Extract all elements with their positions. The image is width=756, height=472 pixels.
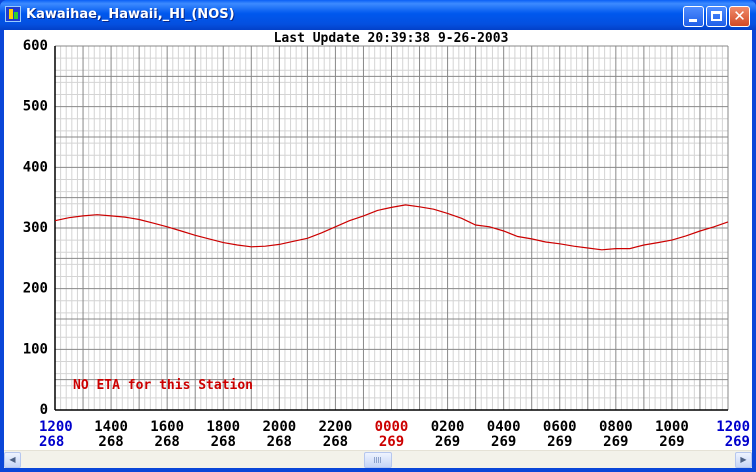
chart-grid [54,45,729,411]
y-tick-label: 200 [23,281,48,297]
x-tick-day-label: 268 [39,434,64,450]
scroll-left-button[interactable]: ◀ [4,452,21,468]
x-tick-time-label: 0200 [431,419,465,435]
window-title: Kawaihae,_Hawaii,_HI_(NOS) [26,7,235,22]
x-tick-time-label: 1800 [206,419,240,435]
chart-area: Last Update 20:39:38 9-26-2003 0 100 200 30… [4,30,752,450]
x-tick-time-label: 1000 [655,419,689,435]
x-tick-day-label: 269 [379,434,404,450]
horizontal-scrollbar[interactable]: ◀ ▶ [4,450,752,468]
y-axis-labels: 0 100 200 300 400 500 600 [23,38,48,418]
x-tick-time-label: 1400 [94,419,128,435]
y-tick-label: 0 [40,402,48,418]
x-tick-day-label: 269 [659,434,684,450]
x-axis-labels: 1200268140026816002681800268200026822002… [39,419,750,450]
x-tick-day-label: 268 [155,434,180,450]
minimize-icon [689,19,697,22]
y-tick-label: 300 [23,220,48,236]
close-icon: ✕ [733,7,746,25]
x-tick-time-label: 2200 [319,419,353,435]
x-tick-time-label: 0600 [543,419,577,435]
x-tick-time-label: 1200 [39,419,73,435]
x-tick-day-label: 269 [435,434,460,450]
close-button[interactable]: ✕ [729,6,750,27]
y-tick-label: 100 [23,341,48,357]
x-tick-time-label: 0800 [599,419,633,435]
water-level-series-line [54,204,729,251]
y-tick-label: 600 [23,38,48,54]
x-tick-day-label: 269 [603,434,628,450]
x-tick-day-label: 269 [547,434,572,450]
tide-chart: Last Update 20:39:38 9-26-2003 0 100 200 30… [23,31,750,450]
x-tick-time-label: 1600 [150,419,184,435]
arrow-left-icon: ◀ [9,455,16,464]
x-tick-day-label: 268 [267,434,292,450]
arrow-right-icon: ▶ [740,455,747,464]
app-icon [5,6,21,22]
x-tick-day-label: 268 [211,434,236,450]
x-tick-day-label: 268 [323,434,348,450]
x-tick-time-label: 2000 [262,419,296,435]
x-tick-time-label: 0400 [487,419,521,435]
scroll-thumb[interactable] [364,452,392,468]
grip-icon [374,457,382,463]
y-tick-label: 400 [23,159,48,175]
x-tick-day-label: 268 [98,434,123,450]
maximize-icon [711,11,722,21]
scroll-right-button[interactable]: ▶ [735,452,752,468]
maximize-button[interactable] [706,6,727,27]
x-tick-time-label: 0000 [375,419,409,435]
last-update-header: Last Update 20:39:38 9-26-2003 [274,31,509,46]
title-bar[interactable]: Kawaihae,_Hawaii,_HI_(NOS) ✕ [0,0,756,30]
x-tick-day-label: 269 [491,434,516,450]
minimize-button[interactable] [683,6,704,27]
x-tick-day-label: 269 [725,434,750,450]
x-tick-time-label: 1200 [716,419,750,435]
y-tick-label: 500 [23,99,48,115]
no-eta-notice: NO ETA for this Station [73,378,253,393]
